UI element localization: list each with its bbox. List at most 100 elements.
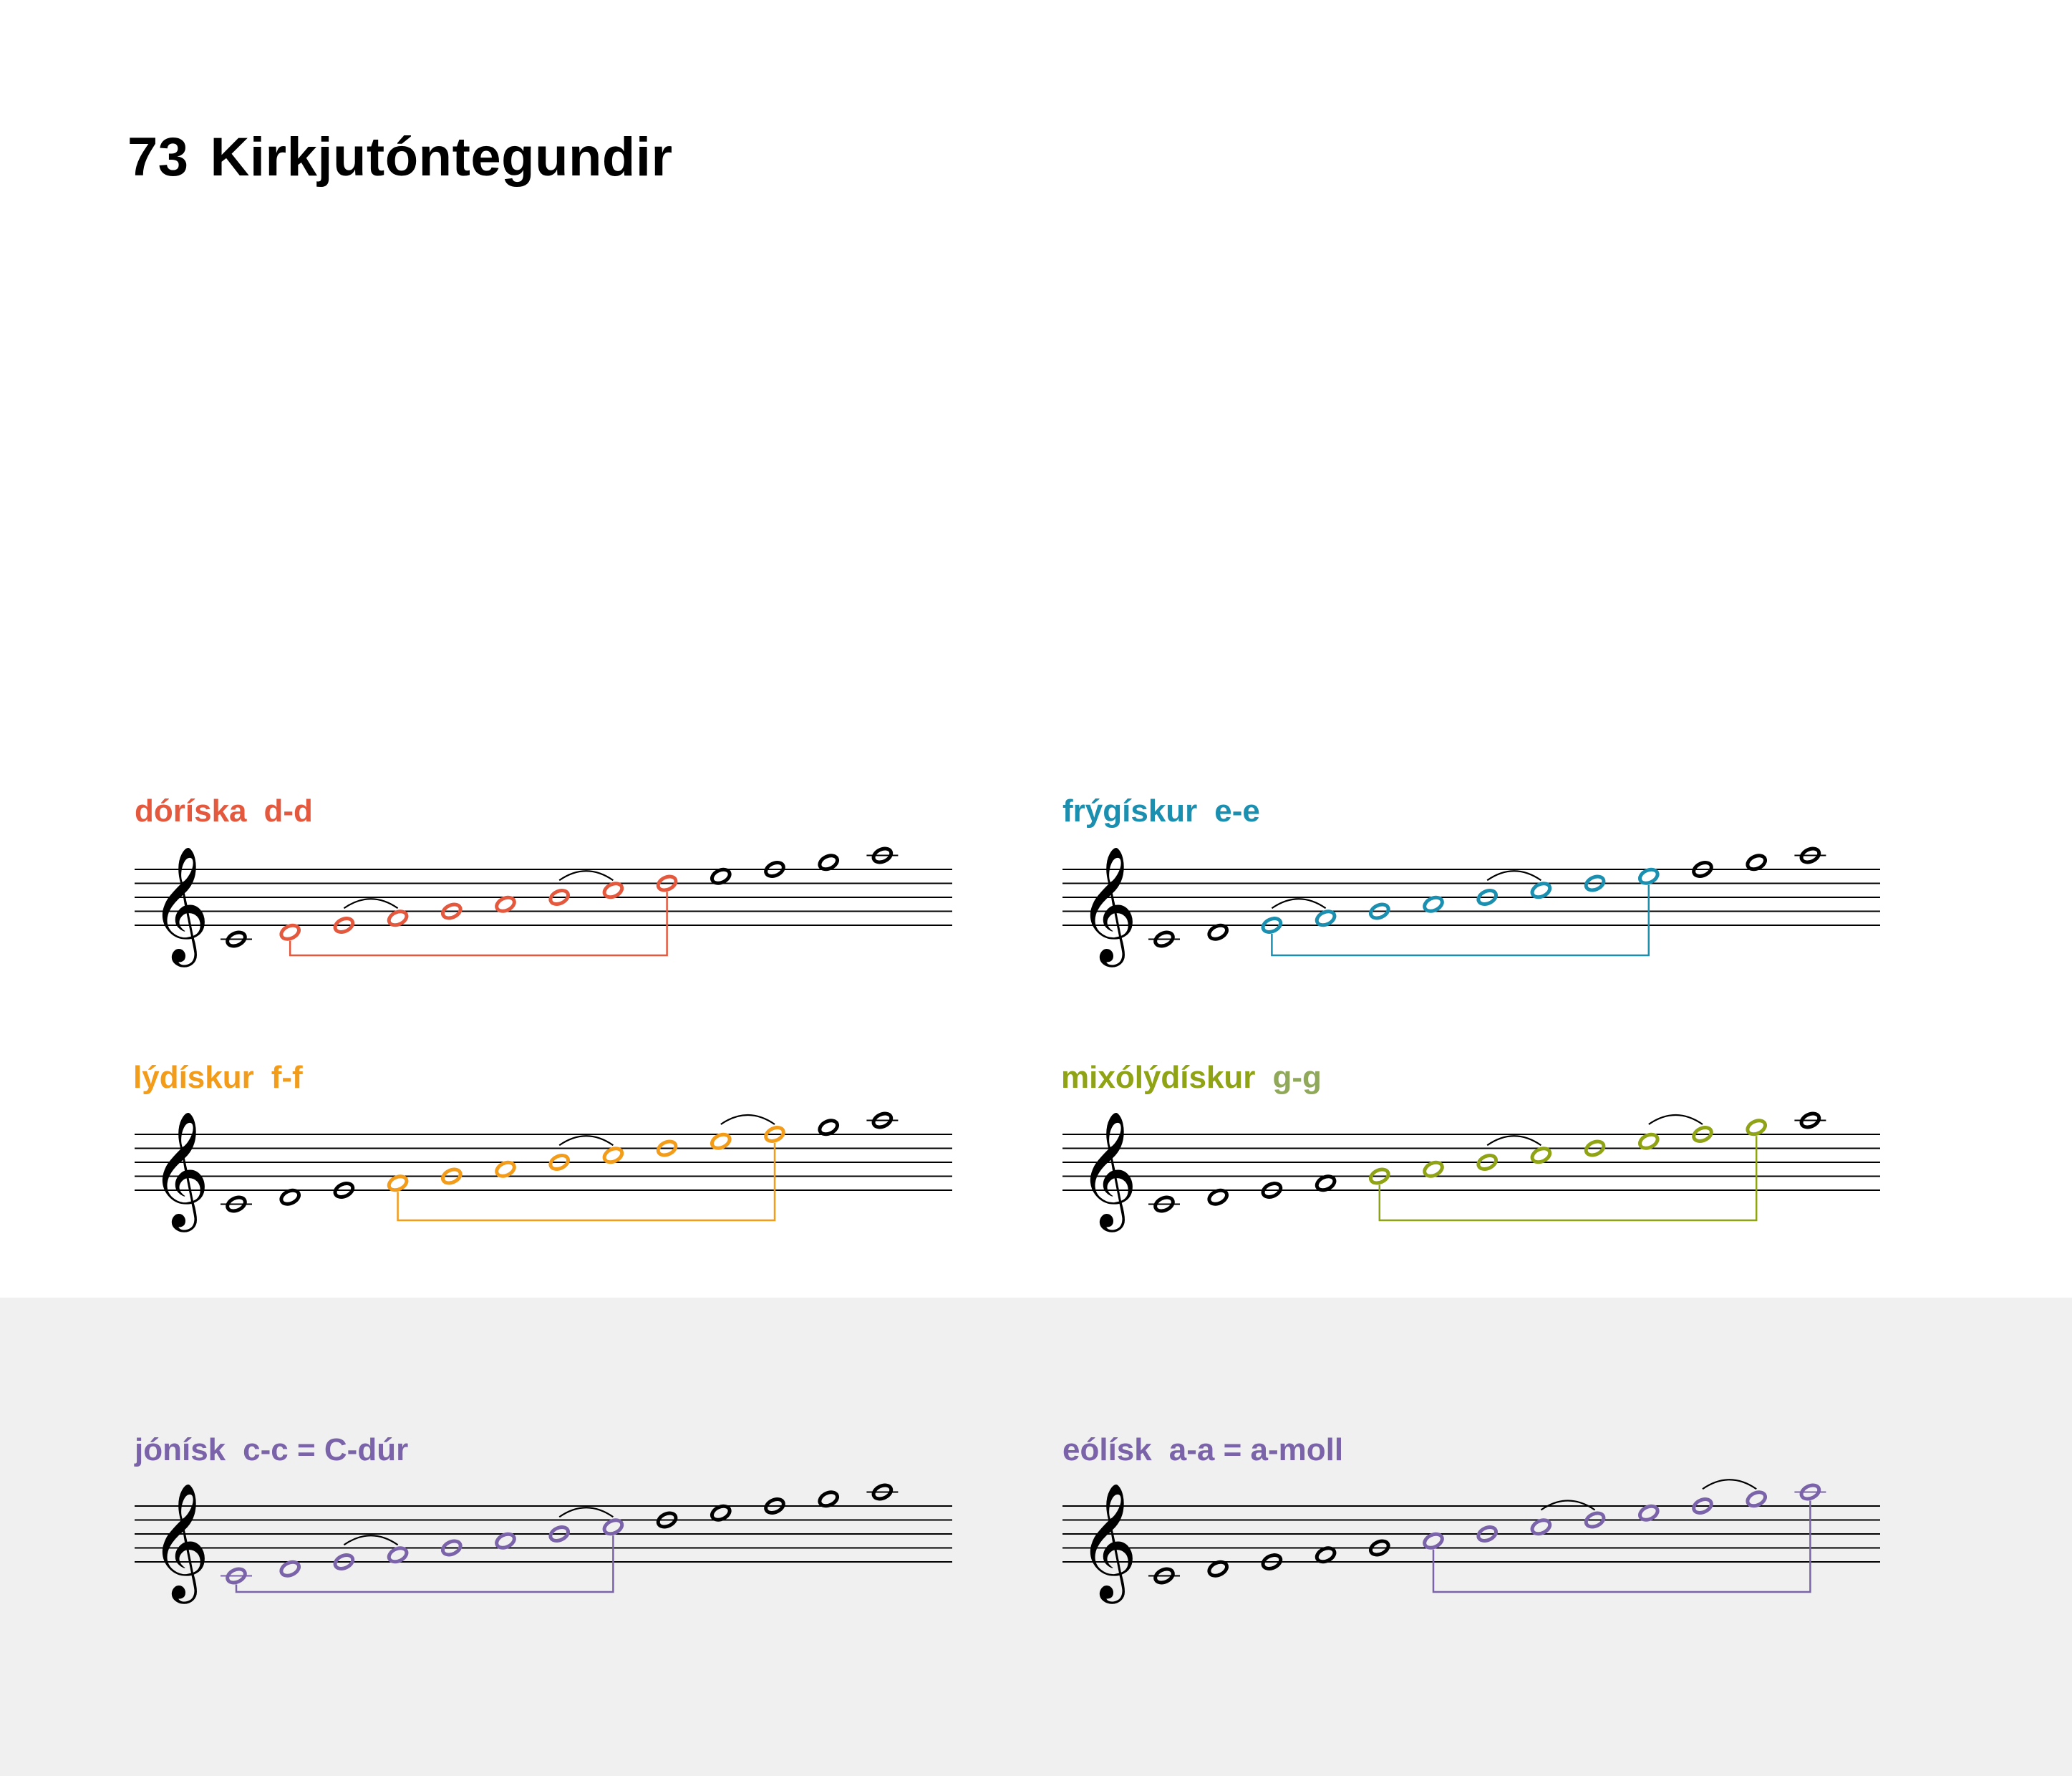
staff-dorian: 𝄞 bbox=[135, 846, 952, 967]
whole-note bbox=[279, 1560, 301, 1578]
staff-lydian: 𝄞 bbox=[135, 1111, 952, 1232]
whole-note bbox=[1153, 930, 1175, 948]
whole-note bbox=[818, 854, 840, 872]
treble-clef-icon: 𝄞 bbox=[150, 1482, 210, 1604]
slur bbox=[1648, 1114, 1703, 1125]
staff-ionian: 𝄞 bbox=[135, 1482, 952, 1604]
whole-note bbox=[1692, 1497, 1713, 1515]
whole-note bbox=[1368, 1539, 1390, 1557]
whole-note bbox=[602, 882, 624, 899]
whole-note bbox=[818, 1119, 840, 1136]
whole-note bbox=[548, 1525, 571, 1543]
slur bbox=[1271, 898, 1327, 909]
whole-note bbox=[1261, 1553, 1283, 1570]
mode-range: c-c = C-dúr bbox=[243, 1432, 409, 1467]
mode-label-mixolydian: mixólýdískur g-g bbox=[1061, 1060, 1322, 1096]
whole-note bbox=[226, 1195, 247, 1213]
whole-note bbox=[279, 923, 301, 941]
whole-note bbox=[1584, 1511, 1606, 1529]
slur bbox=[558, 1507, 614, 1518]
slur bbox=[1540, 1500, 1596, 1511]
whole-note bbox=[333, 1553, 355, 1570]
whole-note bbox=[440, 902, 463, 920]
whole-note bbox=[1153, 1567, 1175, 1585]
whole-note bbox=[656, 1139, 678, 1157]
mode-name: jónísk bbox=[135, 1432, 226, 1467]
mode-range: d-d bbox=[263, 793, 313, 829]
whole-note bbox=[1746, 1490, 1768, 1508]
whole-note bbox=[1153, 1195, 1175, 1213]
whole-note bbox=[1261, 917, 1283, 934]
slur bbox=[1702, 1479, 1757, 1490]
whole-note bbox=[1261, 1182, 1283, 1199]
whole-note bbox=[602, 1147, 624, 1164]
whole-note bbox=[1746, 854, 1768, 872]
whole-note bbox=[1584, 1139, 1606, 1157]
whole-note bbox=[1423, 1532, 1444, 1550]
slur bbox=[343, 898, 399, 909]
treble-clef-icon: 𝄞 bbox=[1078, 846, 1138, 967]
whole-note bbox=[871, 1111, 894, 1129]
whole-note bbox=[440, 1167, 463, 1185]
whole-note bbox=[1799, 846, 1821, 864]
whole-note bbox=[387, 1546, 409, 1564]
slur bbox=[558, 1135, 614, 1147]
octave-range-bracket bbox=[289, 892, 668, 957]
whole-note bbox=[1423, 1160, 1444, 1178]
whole-note bbox=[1637, 1132, 1660, 1150]
whole-note bbox=[602, 1518, 624, 1536]
whole-note bbox=[710, 1504, 732, 1522]
mode-label-aeolian: eólísk a-a = a-moll bbox=[1062, 1432, 1343, 1468]
whole-note bbox=[387, 909, 409, 927]
whole-note bbox=[495, 1160, 516, 1178]
whole-note bbox=[1530, 1147, 1552, 1164]
whole-note bbox=[440, 1539, 463, 1557]
whole-note bbox=[1368, 1167, 1390, 1185]
whole-note bbox=[710, 1132, 732, 1150]
whole-note bbox=[1476, 1525, 1499, 1543]
treble-clef-icon: 𝄞 bbox=[1078, 1482, 1138, 1604]
whole-note bbox=[1692, 1126, 1713, 1143]
whole-note bbox=[1799, 1483, 1821, 1501]
whole-note bbox=[818, 1490, 840, 1508]
whole-note bbox=[495, 895, 516, 913]
whole-note bbox=[1637, 867, 1660, 885]
bottom-panel bbox=[0, 1298, 2072, 1776]
whole-note bbox=[1207, 923, 1229, 941]
whole-note bbox=[1315, 909, 1337, 927]
whole-note bbox=[764, 861, 785, 878]
mode-label-phrygian: frýgískur e-e bbox=[1062, 793, 1260, 829]
mode-range: e-e bbox=[1214, 793, 1260, 829]
treble-clef-icon: 𝄞 bbox=[150, 1111, 210, 1232]
treble-clef-icon: 𝄞 bbox=[1078, 1111, 1138, 1232]
whole-note bbox=[656, 874, 678, 892]
whole-note bbox=[1476, 1154, 1499, 1171]
whole-note bbox=[1368, 902, 1390, 920]
whole-note bbox=[387, 1174, 409, 1192]
whole-note bbox=[1476, 889, 1499, 906]
slur bbox=[720, 1114, 775, 1125]
whole-note bbox=[764, 1497, 785, 1515]
mode-name: mixólýdískur bbox=[1061, 1060, 1256, 1095]
whole-note bbox=[656, 1511, 678, 1529]
octave-range-bracket bbox=[397, 1143, 776, 1222]
whole-note bbox=[1637, 1504, 1660, 1522]
octave-range-bracket bbox=[235, 1535, 614, 1593]
page-number: 73 bbox=[127, 127, 189, 188]
mode-label-lydian: lýdískur f-f bbox=[133, 1060, 303, 1096]
whole-note bbox=[226, 930, 247, 948]
whole-note bbox=[764, 1126, 785, 1143]
whole-note bbox=[871, 846, 894, 864]
whole-note bbox=[279, 1188, 301, 1206]
slur bbox=[343, 1535, 399, 1546]
whole-note bbox=[1799, 1111, 1821, 1129]
slur bbox=[1486, 1135, 1542, 1147]
whole-note bbox=[1315, 1546, 1337, 1564]
treble-clef-icon: 𝄞 bbox=[150, 846, 210, 967]
page-heading: Kirkjutóntegundir bbox=[210, 127, 673, 188]
mode-label-dorian: dóríska d-d bbox=[135, 793, 313, 829]
whole-note bbox=[1530, 882, 1552, 899]
mode-name: dóríska bbox=[135, 793, 247, 829]
mode-label-ionian: jónísk c-c = C-dúr bbox=[135, 1432, 408, 1468]
